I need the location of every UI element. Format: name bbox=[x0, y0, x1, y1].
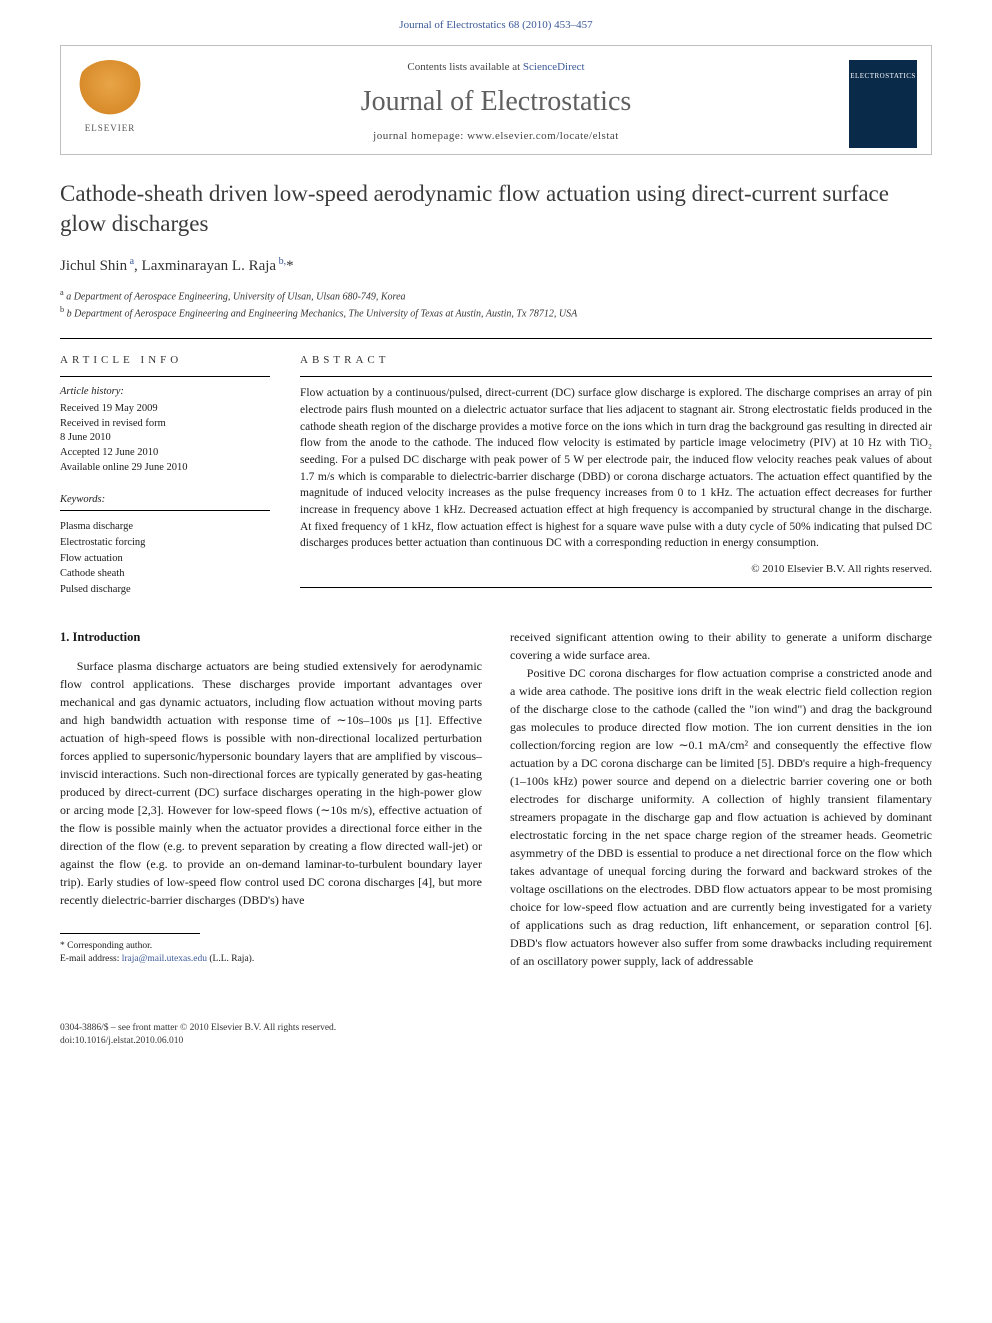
elsevier-tree-icon bbox=[75, 60, 145, 120]
affiliation-b-text: b Department of Aerospace Engineering an… bbox=[67, 309, 578, 320]
contents-prefix: Contents lists available at bbox=[407, 61, 522, 73]
body-p1: Surface plasma discharge actuators are b… bbox=[60, 657, 482, 909]
article-info-heading: ARTICLE INFO bbox=[60, 353, 270, 368]
abstract-bottom-rule bbox=[300, 587, 932, 588]
body-text: 1. Introduction Surface plasma discharge… bbox=[60, 628, 932, 970]
homepage-line: journal homepage: www.elsevier.com/locat… bbox=[81, 129, 911, 144]
article-info-column: ARTICLE INFO Article history: Received 1… bbox=[60, 353, 270, 598]
history-received: Received 19 May 2009 bbox=[60, 402, 270, 417]
footer-line-2: doi:10.1016/j.elstat.2010.06.010 bbox=[60, 1035, 932, 1048]
history-revised-1: Received in revised form bbox=[60, 417, 270, 432]
history-accepted: Accepted 12 June 2010 bbox=[60, 446, 270, 461]
affiliation-b: b b Department of Aerospace Engineering … bbox=[60, 304, 932, 321]
top-divider bbox=[60, 338, 932, 339]
email-suffix: (L.L. Raja). bbox=[207, 954, 254, 964]
citation-text: Journal of Electrostatics 68 (2010) 453–… bbox=[399, 19, 592, 31]
article-title: Cathode-sheath driven low-speed aerodyna… bbox=[60, 179, 932, 239]
corresponding-label: * Corresponding author. bbox=[60, 940, 482, 953]
keyword-2: Electrostatic forcing bbox=[60, 535, 270, 551]
journal-banner: ELSEVIER ELECTROSTATICS Contents lists a… bbox=[60, 45, 932, 155]
author-2-affil: b, bbox=[276, 256, 286, 267]
corresponding-email-link[interactable]: lraja@mail.utexas.edu bbox=[122, 954, 207, 964]
affiliation-a: a a Department of Aerospace Engineering,… bbox=[60, 287, 932, 304]
email-label: E-mail address: bbox=[60, 954, 122, 964]
cover-label: ELECTROSTATICS bbox=[850, 72, 916, 82]
history-revised-2: 8 June 2010 bbox=[60, 431, 270, 446]
body-column-right: received significant attention owing to … bbox=[510, 628, 932, 970]
article-content: Cathode-sheath driven low-speed aerodyna… bbox=[0, 179, 992, 1009]
page-footer: 0304-3886/$ – see front matter © 2010 El… bbox=[0, 1010, 992, 1069]
section-1-heading: 1. Introduction bbox=[60, 628, 482, 647]
abstract-rule bbox=[300, 376, 932, 377]
keyword-5: Pulsed discharge bbox=[60, 582, 270, 598]
body-p3: Positive DC corona discharges for flow a… bbox=[510, 664, 932, 970]
elsevier-logo: ELSEVIER bbox=[75, 60, 145, 138]
history-online: Available online 29 June 2010 bbox=[60, 461, 270, 476]
abstract-heading: ABSTRACT bbox=[300, 353, 932, 368]
journal-name: Journal of Electrostatics bbox=[81, 82, 911, 121]
sciencedirect-link[interactable]: ScienceDirect bbox=[523, 61, 585, 73]
history-label: Article history: bbox=[60, 385, 270, 400]
corresponding-email-lineачной does: E-mail address: lraja@mail.utexas.edu (L… bbox=[60, 953, 482, 966]
keywords-label: Keywords: bbox=[60, 493, 270, 508]
keyword-3: Flow actuation bbox=[60, 551, 270, 567]
affiliation-a-text: a Department of Aerospace Engineering, U… bbox=[66, 291, 405, 302]
author-1: Jichul Shin bbox=[60, 258, 127, 274]
journal-cover-thumb: ELECTROSTATICS bbox=[849, 60, 917, 148]
contents-line: Contents lists available at ScienceDirec… bbox=[81, 60, 911, 75]
homepage-prefix: journal homepage: bbox=[373, 130, 467, 142]
corresponding-block: * Corresponding author. E-mail address: … bbox=[60, 940, 482, 967]
affiliations: a a Department of Aerospace Engineering,… bbox=[60, 287, 932, 322]
running-header: Journal of Electrostatics 68 (2010) 453–… bbox=[0, 0, 992, 39]
author-1-affil: a bbox=[127, 256, 134, 267]
keyword-4: Cathode sheath bbox=[60, 566, 270, 582]
author-2: Laxminarayan L. Raja bbox=[142, 258, 277, 274]
elsevier-label: ELSEVIER bbox=[75, 122, 145, 135]
footer-line-1: 0304-3886/$ – see front matter © 2010 El… bbox=[60, 1022, 932, 1035]
abstract-text: Flow actuation by a continuous/pulsed, d… bbox=[300, 385, 932, 552]
corresponding-separator bbox=[60, 933, 200, 934]
info-abstract-row: ARTICLE INFO Article history: Received 1… bbox=[60, 353, 932, 598]
corresponding-marker: * bbox=[286, 258, 294, 274]
authors-line: Jichul Shin a, Laxminarayan L. Raja b,* bbox=[60, 255, 932, 277]
keyword-1: Plasma discharge bbox=[60, 519, 270, 535]
body-p2: received significant attention owing to … bbox=[510, 628, 932, 664]
info-rule bbox=[60, 376, 270, 377]
body-column-left: 1. Introduction Surface plasma discharge… bbox=[60, 628, 482, 970]
abstract-column: ABSTRACT Flow actuation by a continuous/… bbox=[300, 353, 932, 598]
abstract-copyright: © 2010 Elsevier B.V. All rights reserved… bbox=[300, 562, 932, 577]
homepage-url: www.elsevier.com/locate/elstat bbox=[467, 130, 619, 142]
keywords-rule bbox=[60, 510, 270, 511]
